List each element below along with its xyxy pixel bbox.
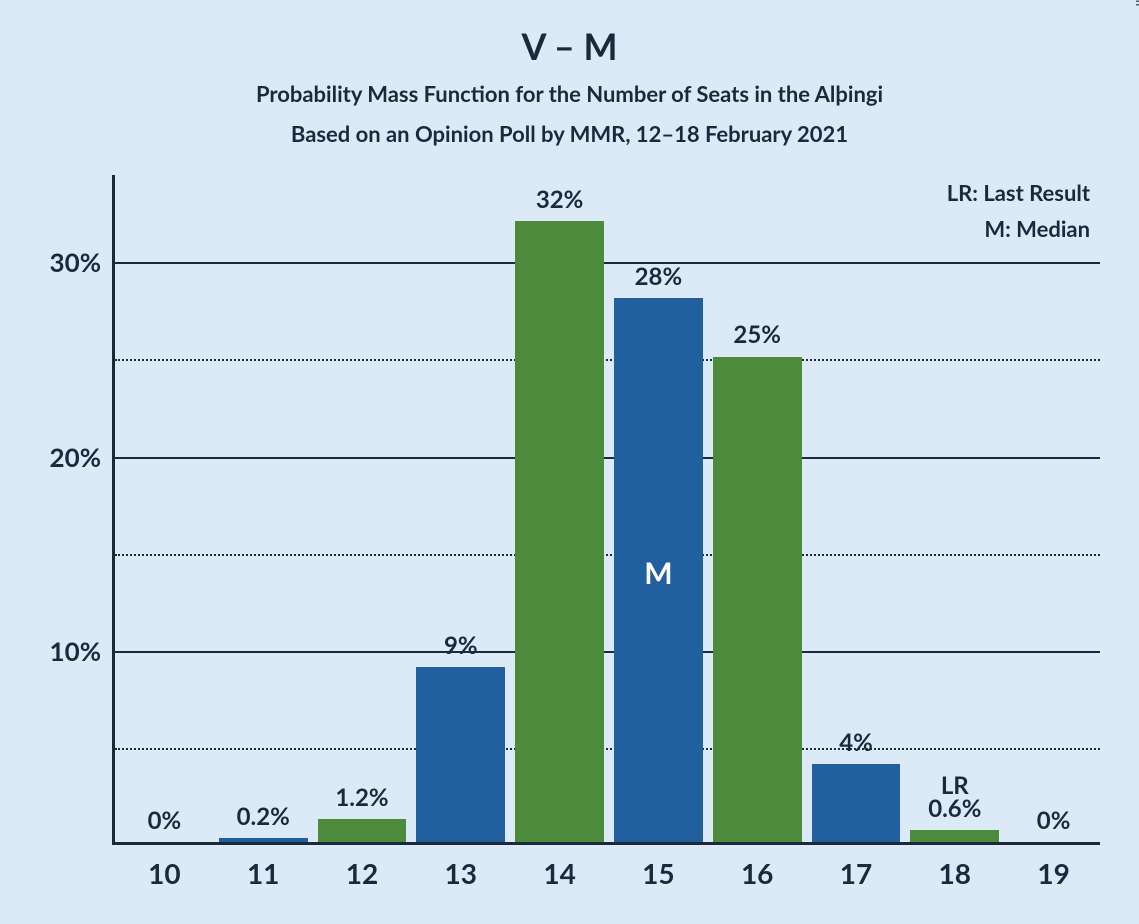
x-axis-label: 12 (346, 856, 378, 890)
x-axis-label: 13 (445, 856, 477, 890)
bar (515, 221, 604, 842)
x-axis-label: 15 (642, 856, 674, 890)
bar-value-label: 0.2% (237, 802, 290, 831)
chart-subtitle-1: Probability Mass Function for the Number… (0, 80, 1139, 107)
bar-value-label: 0% (148, 806, 182, 835)
chart-title: V – M (0, 24, 1139, 68)
gridline-major (115, 457, 1100, 459)
x-axis-label: 17 (840, 856, 872, 890)
gridline-minor (115, 359, 1100, 361)
chart-container: V – M Probability Mass Function for the … (0, 0, 1139, 924)
last-result-marker: LR (941, 771, 969, 800)
gridline-minor (115, 554, 1100, 556)
chart-subtitle-2: Based on an Opinion Poll by MMR, 12–18 F… (0, 120, 1139, 147)
bar-value-label: 4% (839, 728, 873, 757)
legend-last-result: LR: Last Result (947, 179, 1090, 206)
median-marker: M (644, 555, 672, 591)
copyright-text: © 2021 Filip van Laenen (1133, 0, 1139, 6)
bar-value-label: 32% (536, 185, 584, 214)
bar-value-label: 25% (733, 320, 781, 349)
bar (416, 667, 505, 842)
bar-value-label: 28% (635, 262, 683, 291)
x-axis-label: 10 (148, 856, 180, 890)
gridline-minor (115, 748, 1100, 750)
bar-value-label: 1.2% (335, 783, 388, 812)
bar (812, 764, 901, 842)
x-axis-label: 16 (741, 856, 773, 890)
bar (318, 819, 407, 842)
x-axis-label: 18 (939, 856, 971, 890)
y-axis-label: 30% (50, 246, 101, 278)
bar-value-label: 0% (1037, 806, 1071, 835)
gridline-major (115, 651, 1100, 653)
bar (713, 357, 802, 843)
gridline-major (115, 262, 1100, 264)
legend-median: M: Median (984, 215, 1090, 242)
bar (219, 838, 308, 842)
y-axis-label: 20% (50, 441, 101, 473)
x-axis-label: 19 (1037, 856, 1069, 890)
y-axis-label: 10% (50, 635, 101, 667)
bar-value-label: 9% (444, 631, 478, 660)
x-axis-label: 14 (543, 856, 575, 890)
x-axis-label: 11 (247, 856, 279, 890)
bar (910, 830, 999, 842)
plot-area: LR: Last Result M: Median 10%20%30%0%100… (112, 175, 1100, 845)
